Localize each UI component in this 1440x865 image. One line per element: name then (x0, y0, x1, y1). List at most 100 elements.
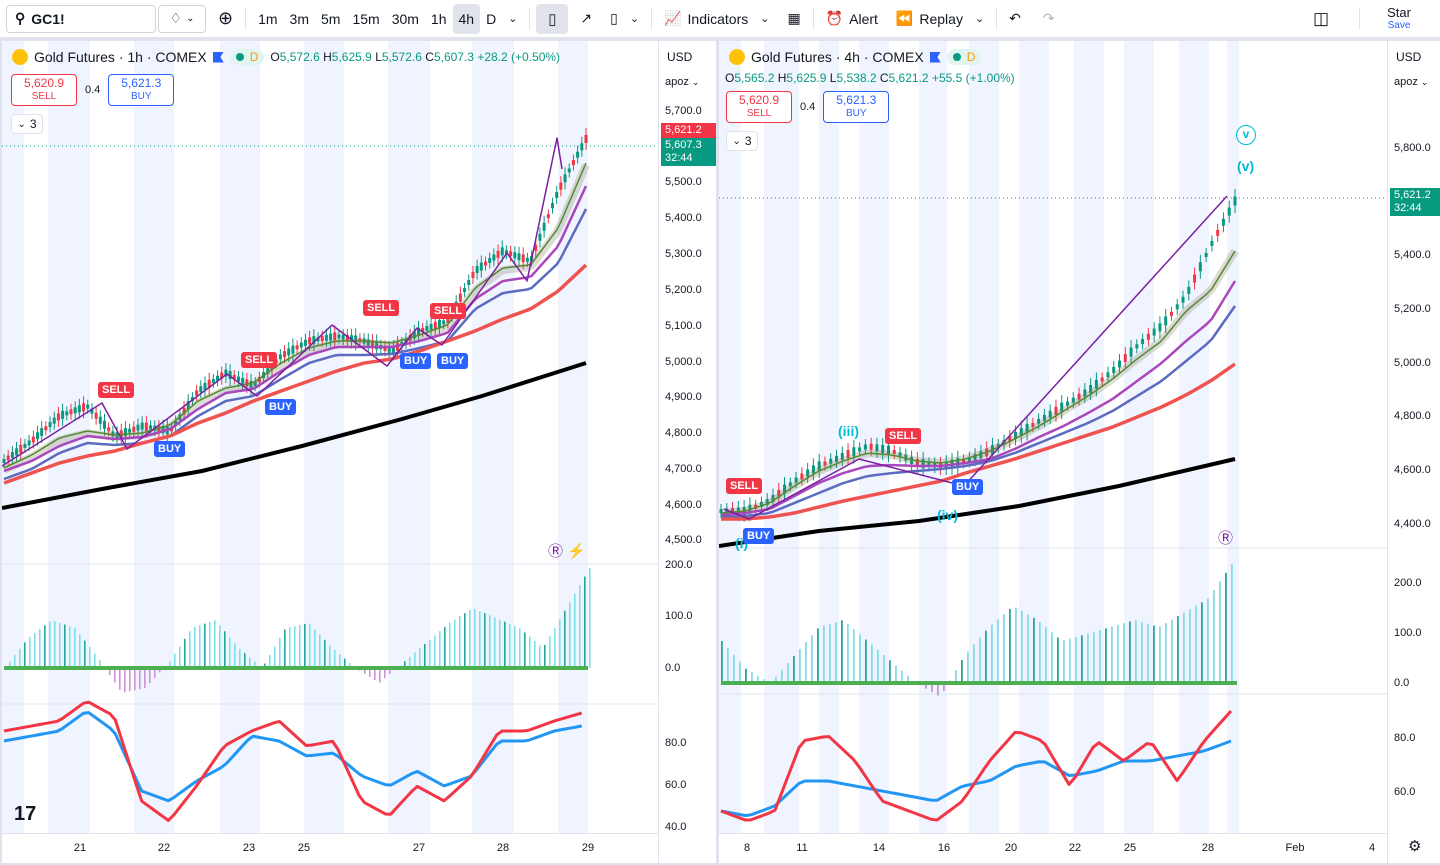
interval-5m[interactable]: 5m (321, 10, 341, 27)
right-sell-button[interactable]: 5,620.9 SELL (726, 91, 792, 123)
osc-bar (469, 609, 471, 668)
left-sell-button[interactable]: 5,620.9 SELL (11, 74, 77, 106)
session-band (558, 41, 588, 833)
redo-button[interactable]: ↷ (1037, 4, 1061, 34)
candle (484, 261, 488, 266)
alarm-clock-icon: ⏰ (825, 10, 844, 26)
replay-button[interactable]: ⏪ Replay ⌄ (890, 4, 990, 34)
save-link[interactable]: Save (1387, 19, 1411, 31)
candle (719, 509, 723, 513)
osc-bar (1141, 622, 1143, 683)
osc-bar (269, 655, 271, 668)
osc-bar (489, 615, 491, 668)
candle (546, 214, 550, 219)
candle (783, 484, 787, 494)
left-chart-plot[interactable] (2, 41, 660, 833)
right-chart-plot[interactable] (719, 41, 1387, 833)
candle (858, 447, 862, 452)
right-replay-icons[interactable]: Ⓡ (1218, 530, 1234, 547)
style-dropdown[interactable]: ⌄ (624, 4, 645, 34)
interval-1m[interactable]: 1m (258, 10, 278, 27)
right-time-axis[interactable]: 8 11 14 16 20 22 25 28 Feb 4 (719, 833, 1387, 863)
candle (52, 417, 56, 424)
osc-bar (751, 672, 753, 683)
left-buy-button[interactable]: 5,621.3 BUY (108, 74, 175, 106)
flag-icon[interactable] (212, 51, 224, 63)
rsi-tick: 60.0 (665, 779, 687, 791)
alert-button[interactable]: ⏰ Alert (820, 4, 884, 34)
ma-blue (3, 208, 588, 481)
left-indicators-collapse[interactable]: ⌄ 3 (11, 114, 43, 134)
replay-label: Replay (919, 10, 963, 27)
interval-d[interactable]: D (486, 10, 497, 27)
candle (186, 401, 190, 410)
settings-gear-icon[interactable]: ⚙ (1408, 838, 1422, 855)
osc-bar (579, 585, 581, 668)
bar-style-button[interactable]: ▯ (604, 4, 624, 34)
osc-bar (823, 625, 825, 683)
diamond-icon: ♢ (169, 10, 183, 26)
osc-bar (329, 645, 331, 668)
chart-type-dropdown[interactable]: ♢ ⌄ (158, 4, 206, 33)
scale-mode[interactable]: apoz ⌄ (665, 76, 700, 88)
candles-button[interactable]: ▯ (536, 3, 569, 34)
scale-mode[interactable]: apoz ⌄ (1394, 76, 1429, 88)
osc-bar (853, 629, 855, 683)
interval-4h[interactable]: 4h (452, 3, 481, 34)
candle (571, 160, 575, 166)
candle (446, 317, 450, 323)
currency-label[interactable]: USD (1396, 50, 1422, 64)
interval-3m[interactable]: 3m (289, 10, 309, 27)
candle (375, 341, 379, 350)
osc-bar (19, 648, 21, 668)
left-time-axis[interactable]: 21 22 23 25 27 28 29 (2, 833, 658, 863)
candle (136, 424, 140, 431)
currency-label[interactable]: USD (667, 50, 693, 64)
osc-bar (1135, 620, 1137, 683)
account-name: Star (1387, 4, 1411, 20)
interval-15m[interactable]: 15m (352, 10, 380, 27)
indicators-button[interactable]: 📈 Indicators ⌄ (658, 4, 775, 34)
session-band (472, 41, 514, 833)
candle (967, 457, 971, 463)
interval-dropdown[interactable]: ⌄ (502, 4, 523, 34)
candle (921, 459, 925, 469)
right-buy-button[interactable]: 5,621.3 BUY (823, 91, 890, 123)
layouts-button[interactable]: ▦ (781, 4, 806, 34)
candle (956, 458, 960, 468)
right-price-scale[interactable]: USD apoz ⌄ 5,800.0 5,400.0 5,200.0 5,000… (1387, 41, 1440, 863)
candle (559, 182, 563, 190)
market-status-pill[interactable]: D (946, 49, 982, 65)
account-area[interactable]: Star Save (1366, 6, 1432, 32)
interval-bar: 1m 3m 5m 15m 30m 1h 4h D ⌄ (252, 3, 523, 34)
rsi-tick: 60.0 (1394, 786, 1416, 798)
flag-icon[interactable] (929, 51, 941, 63)
osc-bar (569, 602, 571, 668)
line-chart-button[interactable]: ↗ (574, 4, 598, 34)
right-indicators-collapse[interactable]: ⌄ 3 (726, 131, 758, 151)
compare-button[interactable]: ⊕ (212, 4, 239, 34)
right-legend: Gold Futures · 4h · COMEX D (729, 49, 982, 65)
osc-tick: 0.0 (665, 662, 681, 674)
candle (555, 192, 559, 199)
osc-bar (1201, 602, 1203, 683)
candle (1181, 296, 1185, 303)
osc-bar (504, 621, 506, 668)
osc-bar (109, 668, 111, 676)
left-price-scale[interactable]: USD apoz ⌄ 5,700.0 5,500.0 5,400.0 5,300… (658, 41, 716, 863)
rewind-icon: ⏪ (895, 10, 914, 26)
undo-button[interactable]: ↶ (1003, 4, 1027, 34)
osc-bar (1009, 608, 1011, 683)
market-status-pill[interactable]: D (229, 49, 265, 65)
interval-1h[interactable]: 1h (430, 10, 447, 27)
osc-bar (1147, 623, 1149, 683)
panel-toggle-button[interactable]: ◫ (1307, 4, 1335, 34)
interval-30m[interactable]: 30m (391, 10, 419, 27)
osc-bar (319, 634, 321, 668)
osc-bar (24, 642, 26, 668)
price-tick: 5,000.0 (1394, 357, 1431, 369)
candle (320, 336, 324, 342)
osc-bar (829, 623, 831, 683)
symbol-search[interactable]: ⚲ GC1! (6, 4, 156, 33)
left-replay-icons[interactable]: Ⓡ ⚡ (548, 543, 586, 560)
